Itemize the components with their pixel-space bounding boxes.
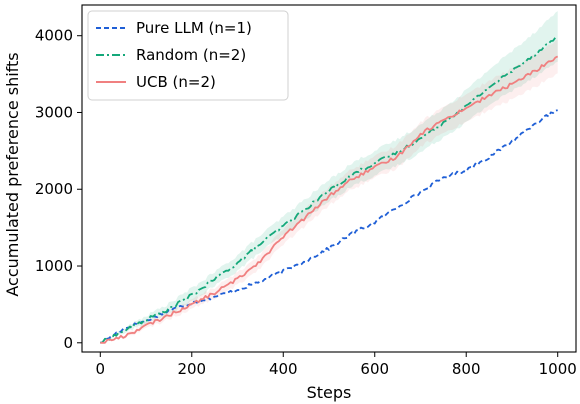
x-tick-label: 600 [360,360,389,378]
y-tick-label: 4000 [35,27,73,45]
series-line [100,55,559,344]
y-axis-ticks: 0 1000 2000 3000 4000 [35,27,82,352]
confidence-band [100,39,558,344]
legend-label: UCB (n=2) [136,73,216,91]
y-tick-label: 0 [63,334,73,352]
legend-label: Random (n=2) [136,46,246,64]
x-tick-label: 1000 [539,360,577,378]
series-line [100,109,558,344]
y-tick-label: 1000 [35,257,73,275]
y-tick-label: 2000 [35,180,73,198]
legend-box [87,10,289,101]
y-tick-label: 3000 [35,103,73,121]
x-axis-ticks: 0 200 400 600 800 1000 [96,352,577,378]
confidence-bands [100,11,558,344]
legend-label: Pure LLM (n=1) [136,19,252,37]
y-axis-label: Accumulated preference shifts [3,52,22,296]
series-line [100,35,559,344]
x-axis-label: Steps [307,383,352,402]
x-tick-label: 0 [96,360,106,378]
x-tick-label: 400 [269,360,298,378]
plot-frame [81,4,577,353]
x-tick-label: 800 [452,360,481,378]
legend: Pure LLM (n=1) Random (n=2) UCB (n=2) [87,10,289,101]
x-tick-label: 200 [177,360,206,378]
series-lines [100,35,559,344]
